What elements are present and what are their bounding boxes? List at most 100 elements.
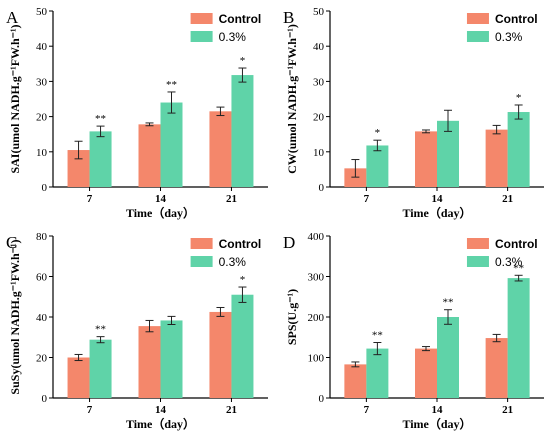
bar-treatment — [89, 131, 112, 187]
legend-swatch — [190, 256, 213, 267]
y-tick-label: 20 — [36, 353, 48, 365]
significance-marker: * — [240, 274, 246, 286]
y-tick-label: 10 — [313, 147, 325, 159]
x-tick-label: 7 — [87, 404, 93, 416]
legend-swatch — [190, 13, 213, 24]
x-tick-label: 21 — [502, 404, 513, 416]
y-tick-label: 50 — [313, 6, 325, 18]
x-tick-label: 7 — [87, 193, 93, 205]
legend-swatch — [190, 31, 213, 42]
x-tick-label: 21 — [226, 404, 237, 416]
bar-treatment — [507, 112, 530, 187]
bar-treatment — [366, 348, 389, 398]
bar-treatment — [89, 339, 112, 398]
y-tick-label: 30 — [36, 76, 48, 88]
x-tick-label: 21 — [226, 193, 237, 205]
significance-marker: ** — [166, 79, 177, 91]
y-tick-label: 200 — [308, 312, 325, 324]
x-axis-title: Time（day） — [402, 205, 471, 220]
y-tick-label: 40 — [36, 312, 48, 324]
y-tick-label: 20 — [36, 112, 48, 124]
legend-swatch — [466, 256, 489, 267]
legend-label: 0.3% — [219, 30, 247, 44]
bar-control — [138, 124, 161, 187]
bar-control — [415, 131, 437, 187]
legend-swatch — [190, 238, 213, 249]
y-tick-label: 30 — [313, 76, 325, 88]
y-tick-label: 40 — [36, 41, 48, 53]
significance-marker: ** — [443, 297, 454, 309]
legend-label: Control — [495, 12, 538, 26]
y-axis-title: CW(umol NADH.g⁻¹FW.h⁻¹) — [285, 24, 299, 174]
bar-treatment — [160, 320, 183, 398]
x-axis-title: Time（day） — [126, 416, 195, 431]
significance-marker: * — [516, 92, 522, 104]
y-tick-label: 0 — [42, 182, 48, 194]
x-axis-title: Time（day） — [126, 205, 195, 220]
significance-marker: * — [240, 55, 246, 67]
significance-marker: ** — [372, 330, 383, 342]
y-tick-label: 100 — [308, 353, 325, 365]
bar-control — [415, 348, 437, 398]
y-tick-label: 0 — [42, 393, 48, 405]
legend-swatch — [466, 238, 489, 249]
x-tick-label: 14 — [155, 404, 167, 416]
x-tick-label: 14 — [432, 193, 444, 205]
bar-control — [67, 357, 90, 398]
x-axis-title: Time（day） — [402, 416, 471, 431]
bar-treatment — [160, 102, 183, 187]
y-tick-label: 0 — [319, 182, 325, 194]
panel-letter: A — [6, 8, 19, 27]
y-tick-label: 80 — [36, 231, 48, 243]
y-tick-label: 60 — [36, 272, 48, 284]
x-tick-label: 7 — [364, 193, 370, 205]
panel-d: 0 100 200 300 400 D SPS(U.g⁻¹) Time（day） 7 ** 14 **… — [283, 231, 544, 431]
y-axis-title: SuSy(umol NADH.g⁻¹FW.h⁻¹) — [8, 239, 22, 394]
legend-label: 0.3% — [495, 255, 523, 269]
x-tick-label: 14 — [432, 404, 444, 416]
bar-control — [344, 364, 367, 398]
panel-letter: D — [283, 233, 295, 252]
y-tick-label: 50 — [36, 6, 48, 18]
legend-label: Control — [495, 237, 538, 251]
significance-marker: ** — [95, 113, 106, 125]
bar-control — [485, 129, 508, 187]
bar-treatment — [437, 120, 459, 187]
legend-label: Control — [219, 237, 262, 251]
bar-control — [485, 338, 508, 398]
legend-label: 0.3% — [219, 255, 247, 269]
bar-treatment — [231, 75, 254, 187]
bar-control — [138, 326, 161, 398]
y-tick-label: 400 — [308, 231, 325, 243]
y-tick-label: 10 — [36, 147, 48, 159]
bar-control — [67, 150, 90, 187]
significance-marker: ** — [95, 324, 106, 336]
y-tick-label: 0 — [319, 393, 325, 405]
y-tick-label: 40 — [313, 41, 325, 53]
panel-letter: B — [283, 8, 294, 27]
bar-treatment — [437, 317, 459, 398]
significance-marker: ** — [513, 262, 524, 274]
y-tick-label: 300 — [308, 272, 325, 284]
legend-label: 0.3% — [495, 30, 523, 44]
legend-label: Control — [219, 12, 262, 26]
bar-treatment — [231, 294, 254, 398]
legend-swatch — [466, 31, 489, 42]
bar-control — [209, 311, 232, 398]
bar-control — [209, 111, 232, 187]
panel-b: 0 10 20 30 40 50 BCW(umol NADH.g⁻¹FW.h⁻¹) Time（… — [283, 6, 544, 220]
y-tick-label: 20 — [313, 112, 325, 124]
y-axis-title: SAI(umol NADH.g⁻¹FW.h⁻¹) — [8, 24, 22, 173]
bar-treatment — [366, 145, 389, 187]
significance-marker: * — [375, 127, 381, 139]
x-tick-label: 14 — [155, 193, 167, 205]
y-axis-title: SPS(U.g⁻¹) — [285, 289, 299, 345]
legend-swatch — [466, 13, 489, 24]
bar-treatment — [507, 278, 530, 398]
x-tick-label: 21 — [502, 193, 513, 205]
panel-letter: C — [6, 233, 17, 252]
x-tick-label: 7 — [364, 404, 370, 416]
